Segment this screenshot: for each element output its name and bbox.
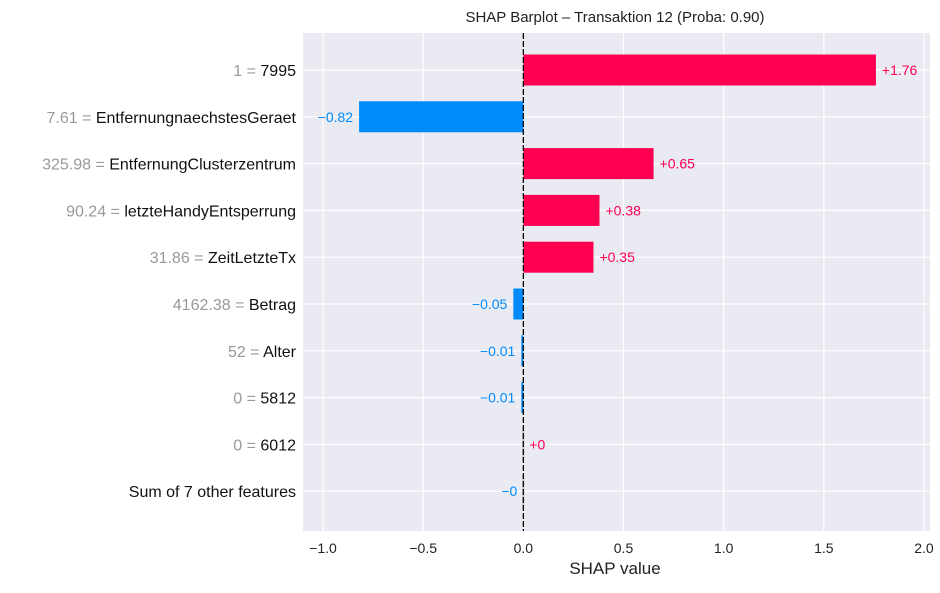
chart-title: SHAP Barplot – Transaktion 12 (Proba: 0.… [465,9,764,26]
shap-bar [523,241,594,273]
bar-layer [359,54,876,507]
feature-label: 4162.38 = Betrag [173,297,296,314]
feature-label: 1 = 7995 [233,63,296,80]
x-tick-label: 1.0 [714,540,734,556]
feature-label: 0 = 5812 [233,391,296,408]
feature-name-text: EntfernungnaechstesGeraet [96,110,297,127]
bar-value-label: −0 [501,483,517,499]
x-tick-label: 0.0 [514,540,534,556]
feature-name-text: 6012 [260,437,296,454]
feature-name-text: ZeitLetzteTx [208,250,296,267]
feature-value-text: 325.98 = [42,157,109,174]
feature-name-text: Sum of 7 other features [129,484,296,501]
bar-value-label: −0.82 [318,109,354,125]
bar-value-label: +0.35 [599,249,635,265]
feature-value-text: 31.86 = [150,250,208,267]
feature-value-text: 90.24 = [66,203,124,220]
shap-bar [521,335,524,367]
feature-name-text: Alter [263,344,297,361]
feature-label: 52 = Alter [228,344,297,361]
bar-value-label: −0.01 [480,390,516,406]
x-tick-label: 1.5 [814,540,834,556]
bar-value-label: +0.38 [605,202,641,218]
bar-value-label: +0 [529,436,545,452]
feature-name-text: 7995 [260,63,296,80]
shap-bar [513,288,524,320]
x-tick-label: 0.5 [614,540,634,556]
bar-value-label: +0.65 [660,156,696,172]
feature-label: 325.98 = EntfernungClusterzentrum [42,157,296,174]
label-layer: +1.76 1 = 7995 −0.82 7.61 = Entfernungnaech… [42,62,917,501]
feature-name-text: Betrag [249,297,296,314]
feature-name-text: 5812 [260,391,296,408]
bar-value-label: −0.05 [472,296,508,312]
x-tick-label: −1.0 [309,540,337,556]
feature-value-text: 1 = [233,63,260,80]
x-axis-label: SHAP value [569,559,660,578]
x-tick-layer: −1.0 −0.5 0.0 0.5 1.0 1.5 2.0 [309,540,934,556]
x-tick-label: 2.0 [914,540,934,556]
bar-value-label: −0.01 [480,343,516,359]
x-tick-label: −0.5 [409,540,437,556]
feature-label: 90.24 = letzteHandyEntsperrung [66,203,296,220]
shap-bar [523,194,600,226]
feature-name-text: letzteHandyEntsperrung [124,203,296,220]
feature-value-text: 0 = [233,437,260,454]
feature-label: 7.61 = EntfernungnaechstesGeraet [46,110,296,127]
feature-value-text: 7.61 = [46,110,95,127]
feature-value-text: 4162.38 = [173,297,249,314]
shap-bar [359,101,524,133]
feature-label: 0 = 6012 [233,437,296,454]
feature-name-text: EntfernungClusterzentrum [109,157,296,174]
shap-bar [521,382,524,414]
feature-label: 31.86 = ZeitLetzteTx [150,250,296,267]
bar-value-label: +1.76 [882,62,918,78]
shap-bar [523,148,654,180]
shap-bar [523,54,876,86]
feature-value-text: 0 = [233,391,260,408]
feature-value-text: 52 = [228,344,263,361]
feature-label: Sum of 7 other features [129,484,296,501]
